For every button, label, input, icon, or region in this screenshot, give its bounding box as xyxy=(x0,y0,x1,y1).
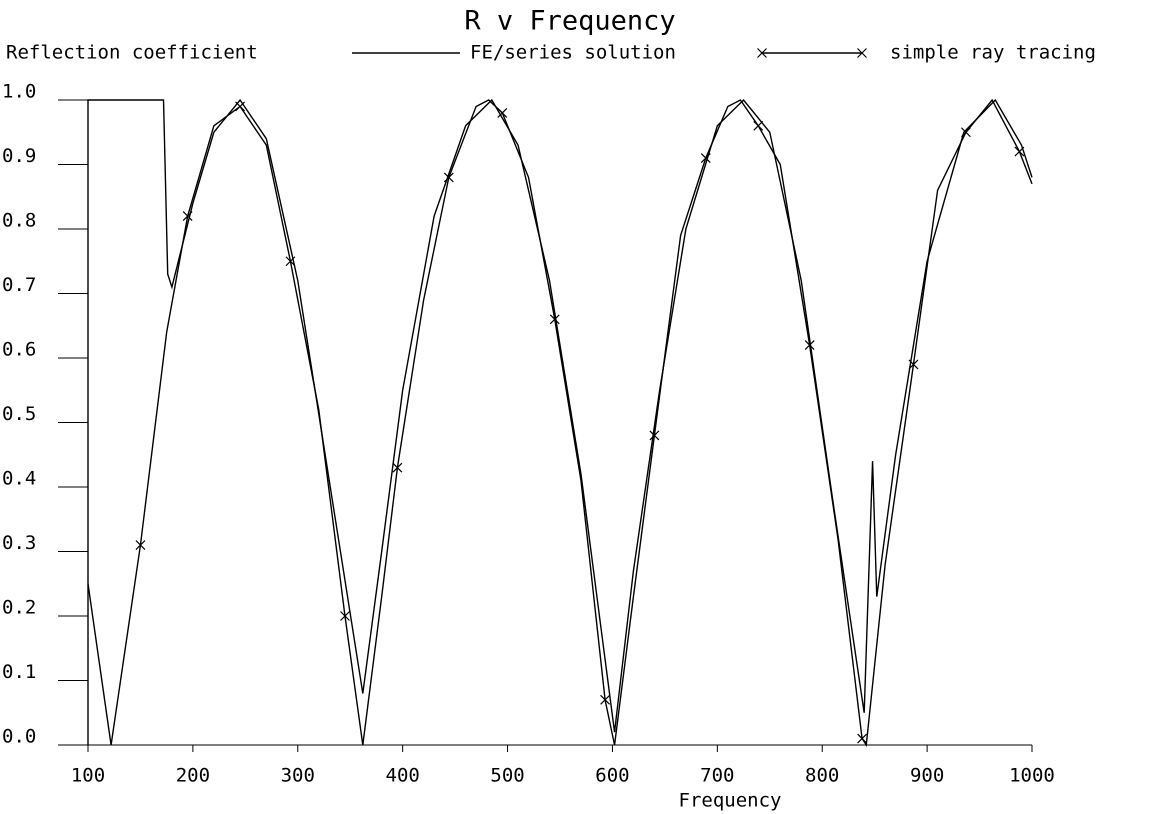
x-tick-label: 700 xyxy=(700,765,734,787)
x-tick-label: 800 xyxy=(805,765,839,787)
data-marker xyxy=(340,611,350,621)
data-marker xyxy=(600,694,611,705)
x-tick-label: 1000 xyxy=(1009,765,1055,787)
y-tick-label: 0.8 xyxy=(2,210,36,232)
data-marker xyxy=(285,256,296,267)
legend-marker xyxy=(857,48,867,58)
data-marker xyxy=(649,430,660,441)
data-marker xyxy=(857,733,868,744)
y-tick-label: 0.0 xyxy=(2,726,36,748)
y-tick-label: 0.7 xyxy=(2,274,36,296)
data-marker xyxy=(1014,146,1025,157)
y-tick-label: 0.9 xyxy=(2,145,36,167)
legend-label: simple ray tracing xyxy=(890,42,1096,64)
x-tick-label: 900 xyxy=(910,765,944,787)
data-marker xyxy=(235,101,246,112)
y-tick-label: 1.0 xyxy=(2,81,36,103)
data-marker xyxy=(135,540,146,550)
data-marker xyxy=(753,120,764,131)
y-tick-label: 0.2 xyxy=(2,597,36,619)
y-tick-label: 0.1 xyxy=(2,661,36,683)
series-line xyxy=(87,98,1033,745)
data-marker xyxy=(700,153,711,163)
x-tick-label: 100 xyxy=(71,765,105,787)
y-tick-label: 0.3 xyxy=(2,532,36,554)
y-tick-label: 0.4 xyxy=(2,468,36,490)
legend-marker xyxy=(757,48,767,58)
y-axis-label: Reflection coefficient xyxy=(6,42,258,64)
data-marker xyxy=(497,107,508,118)
data-marker xyxy=(443,172,454,183)
data-marker xyxy=(182,211,193,222)
data-marker xyxy=(960,127,971,138)
y-tick-label: 0.6 xyxy=(2,339,36,361)
x-tick-label: 500 xyxy=(490,765,524,787)
data-marker xyxy=(392,462,403,473)
legend-label: FE/series solution xyxy=(470,42,676,64)
data-marker xyxy=(804,340,815,351)
x-tick-label: 400 xyxy=(386,765,420,787)
series-line xyxy=(87,98,1033,748)
x-tick-label: 300 xyxy=(281,765,315,787)
y-tick-label: 0.5 xyxy=(2,403,36,425)
data-marker xyxy=(908,359,919,370)
data-marker xyxy=(549,314,560,325)
chart-title: R v Frequency xyxy=(464,6,675,37)
x-axis-label: Frequency xyxy=(679,790,782,812)
x-tick-label: 200 xyxy=(176,765,210,787)
x-tick-label: 600 xyxy=(595,765,629,787)
